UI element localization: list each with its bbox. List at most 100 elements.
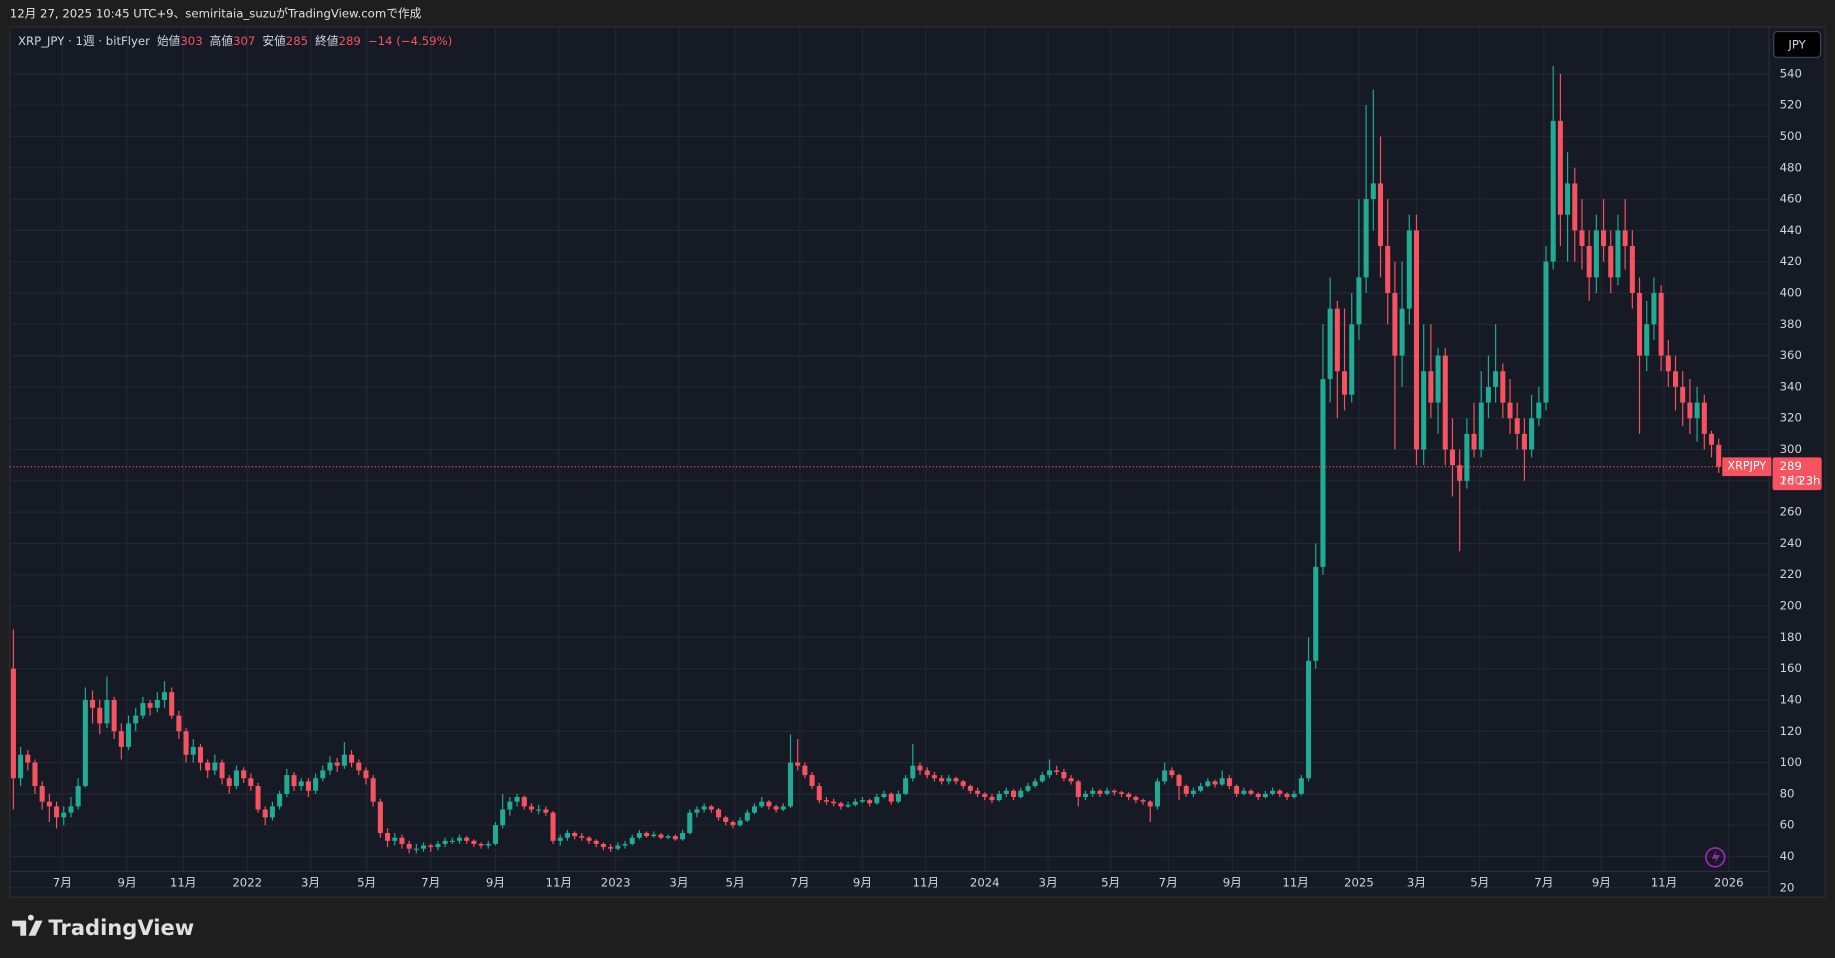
candle-body bbox=[1234, 786, 1240, 794]
candle-body bbox=[701, 806, 707, 810]
candle-body bbox=[1327, 308, 1333, 380]
x-tick-label: 11月 bbox=[546, 876, 573, 890]
header-text: 12月 27, 2025 10:45 UTC+9、semiritaia_suzu… bbox=[10, 7, 422, 21]
candle-body bbox=[126, 723, 132, 747]
candle-body bbox=[1111, 790, 1117, 793]
candle-body bbox=[960, 781, 966, 787]
x-tick-label: 2026 bbox=[1714, 876, 1744, 890]
candle-body bbox=[1054, 770, 1060, 772]
y-tick-label: 540 bbox=[1780, 66, 1802, 80]
candle-body bbox=[586, 837, 592, 841]
candle-body bbox=[327, 762, 333, 771]
x-tick-label: 5月 bbox=[357, 876, 376, 890]
candle-body bbox=[939, 778, 945, 782]
candle-body bbox=[1421, 371, 1427, 450]
candle-body bbox=[737, 820, 743, 826]
candle-body bbox=[313, 778, 319, 791]
candle-body bbox=[1485, 386, 1491, 403]
candle-body bbox=[39, 786, 45, 802]
candle-body bbox=[1428, 371, 1434, 403]
candle-body bbox=[1169, 770, 1175, 776]
candle-body bbox=[363, 770, 369, 779]
candle-body bbox=[931, 775, 937, 779]
candle-body bbox=[1306, 660, 1312, 779]
candle-body bbox=[543, 809, 549, 813]
candle-body bbox=[1413, 230, 1420, 450]
candle-body bbox=[651, 834, 657, 837]
candle-body bbox=[370, 778, 376, 802]
candle-body bbox=[1493, 371, 1499, 387]
candle-body bbox=[759, 801, 765, 807]
x-tick-label: 5月 bbox=[726, 876, 745, 890]
candle-body bbox=[377, 801, 383, 833]
candle-body bbox=[1377, 183, 1384, 247]
y-tick-label: 80 bbox=[1780, 786, 1795, 800]
currency-button[interactable] bbox=[1773, 30, 1822, 58]
candle-body bbox=[233, 770, 239, 787]
candle-body bbox=[838, 803, 844, 807]
candle-body bbox=[859, 800, 865, 802]
candle-body bbox=[255, 786, 261, 810]
candle-body bbox=[888, 793, 894, 802]
candle-body bbox=[629, 837, 635, 844]
y-tick-label: 480 bbox=[1780, 160, 1802, 174]
candle-body bbox=[241, 770, 247, 779]
candle-body bbox=[1680, 386, 1686, 403]
candle-body bbox=[910, 765, 916, 779]
candle-body bbox=[1075, 781, 1081, 797]
candle-body bbox=[442, 840, 448, 844]
candle-body bbox=[1003, 790, 1009, 794]
candle-body bbox=[104, 699, 110, 724]
x-tick-label: 9月 bbox=[1592, 876, 1611, 890]
y-tick-label: 40 bbox=[1780, 849, 1795, 863]
candle-body bbox=[658, 834, 664, 838]
candle-body bbox=[226, 778, 232, 787]
candle-body bbox=[1183, 786, 1189, 794]
candle-body bbox=[622, 843, 628, 846]
candle-body bbox=[1478, 402, 1484, 450]
y-tick-label: 260 bbox=[1780, 505, 1802, 519]
x-tick-label: 3月 bbox=[301, 876, 320, 890]
candle-body bbox=[716, 809, 722, 818]
y-tick-label: 120 bbox=[1780, 724, 1802, 738]
y-tick-label: 60 bbox=[1780, 818, 1795, 832]
candle-body bbox=[421, 845, 427, 849]
candles bbox=[10, 66, 1722, 854]
x-tick-label: 7月 bbox=[1159, 876, 1178, 890]
legend-value: 303 bbox=[180, 33, 202, 47]
candle-body bbox=[982, 793, 988, 797]
candle-body bbox=[464, 837, 470, 841]
y-tick-label: 200 bbox=[1780, 599, 1802, 613]
candle-body bbox=[1457, 465, 1463, 481]
candle-body bbox=[68, 806, 74, 813]
candle-body bbox=[1601, 230, 1607, 247]
y-tick-label: 300 bbox=[1780, 442, 1802, 456]
candle-body bbox=[82, 699, 88, 787]
candle-body bbox=[140, 703, 146, 716]
candle-body bbox=[262, 809, 268, 818]
candle-body bbox=[1226, 778, 1232, 787]
candle-body bbox=[708, 806, 714, 810]
candle-body bbox=[845, 804, 851, 807]
candle-body bbox=[305, 781, 311, 791]
grid bbox=[9, 26, 1770, 889]
candle-body bbox=[1126, 793, 1132, 797]
y-tick-label: 280 bbox=[1780, 473, 1802, 487]
candle-body bbox=[478, 843, 484, 846]
candle-body bbox=[385, 833, 391, 841]
currency-label: JPY bbox=[1787, 38, 1806, 52]
candle-body bbox=[1701, 402, 1707, 434]
candle-body bbox=[54, 806, 60, 818]
candle-body bbox=[341, 754, 347, 766]
price-tag: 289 bbox=[1780, 459, 1802, 473]
x-tick-label: 11月 bbox=[1282, 876, 1309, 890]
candle-body bbox=[1672, 371, 1679, 387]
x-tick-label: 7月 bbox=[1534, 876, 1553, 890]
alert-icon[interactable] bbox=[1705, 847, 1726, 868]
candle-body bbox=[492, 825, 499, 844]
candle-body bbox=[680, 833, 686, 840]
candle-body bbox=[1644, 324, 1650, 356]
candle-body bbox=[593, 840, 599, 844]
candle-body bbox=[1162, 770, 1168, 782]
candle-body bbox=[572, 833, 578, 837]
